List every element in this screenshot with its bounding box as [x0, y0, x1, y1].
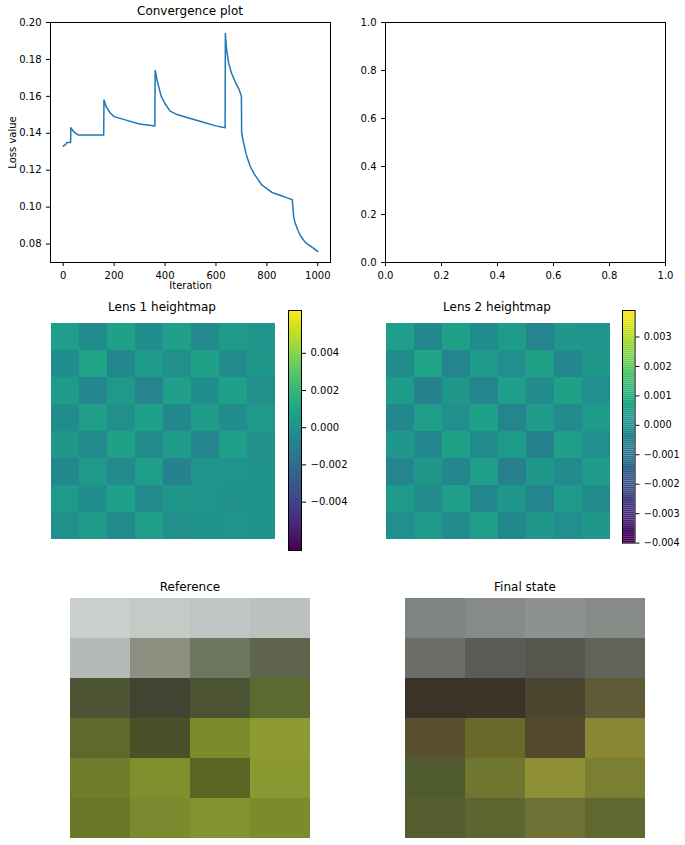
svg-text:0.10: 0.10 [19, 201, 41, 212]
svg-text:600: 600 [206, 269, 226, 281]
svg-text:0.004: 0.004 [311, 347, 340, 358]
svg-text:1.0: 1.0 [658, 270, 674, 281]
svg-text:0.6: 0.6 [546, 270, 562, 281]
svg-text:0.6: 0.6 [361, 113, 377, 124]
svg-text:0: 0 [60, 270, 66, 281]
svg-text:0.12: 0.12 [19, 164, 41, 175]
svg-text:−0.001: −0.001 [644, 449, 680, 460]
svg-text:0.14: 0.14 [19, 127, 41, 138]
html-text:Final state: Final state [494, 580, 556, 594]
svg-text:1000: 1000 [305, 270, 330, 281]
svg-text:−0.004: −0.004 [644, 537, 680, 548]
svg-text:0.002: 0.002 [644, 361, 672, 372]
svg-text:0.001: 0.001 [644, 390, 672, 401]
svg-text:0.002: 0.002 [311, 385, 340, 396]
svg-text:1.0: 1.0 [361, 17, 377, 28]
svg-text:Iteration: Iteration [169, 280, 211, 291]
svg-text:200: 200 [105, 270, 124, 281]
html-text:Reference: Reference [159, 580, 221, 594]
svg-text:0.0: 0.0 [361, 257, 377, 268]
svg-text:0.20: 0.20 [19, 17, 41, 28]
svg-text:0.0: 0.0 [378, 270, 394, 281]
html-text:Lens 2 heightmap: Lens 2 heightmap [443, 300, 551, 314]
svg-text:−0.003: −0.003 [644, 508, 680, 519]
svg-text:0.16: 0.16 [19, 91, 41, 102]
svg-text:−0.004: −0.004 [311, 496, 348, 507]
html-text:Convergence plot: Convergence plot [137, 4, 243, 18]
svg-text:0.2: 0.2 [434, 270, 450, 281]
svg-text:0.18: 0.18 [19, 54, 41, 65]
svg-text:400: 400 [155, 269, 175, 281]
svg-text:0.8: 0.8 [361, 65, 377, 76]
svg-text:0.003: 0.003 [644, 331, 672, 342]
svg-text:0.4: 0.4 [490, 270, 506, 281]
svg-text:−0.002: −0.002 [311, 459, 348, 470]
svg-text:0.000: 0.000 [311, 422, 340, 433]
svg-text:Loss value: Loss value [7, 116, 18, 168]
svg-text:−0.002: −0.002 [644, 478, 680, 489]
svg-text:0.8: 0.8 [602, 270, 618, 281]
svg-text:0.08: 0.08 [19, 238, 41, 249]
svg-text:0.4: 0.4 [361, 161, 377, 172]
svg-text:800: 800 [257, 270, 276, 281]
svg-text:0.000: 0.000 [644, 419, 672, 430]
svg-text:0.2: 0.2 [361, 209, 377, 220]
html-text:Lens 1 heightmap: Lens 1 heightmap [108, 300, 216, 314]
